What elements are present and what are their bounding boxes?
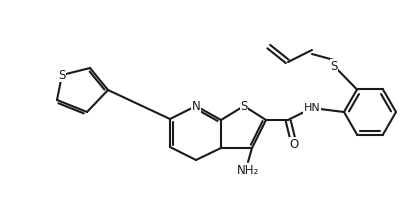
Text: S: S: [59, 69, 66, 82]
Text: O: O: [289, 138, 298, 151]
Text: N: N: [191, 99, 200, 112]
Text: S: S: [240, 99, 248, 112]
Text: HN: HN: [303, 103, 320, 113]
Text: S: S: [330, 60, 338, 73]
Text: NH₂: NH₂: [237, 164, 259, 177]
